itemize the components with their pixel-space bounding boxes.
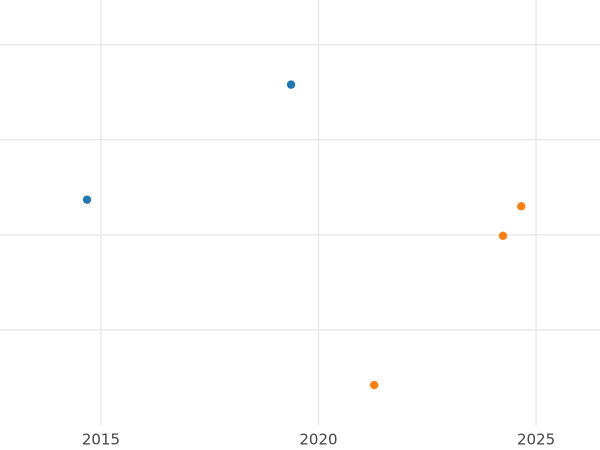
point: [369, 380, 379, 390]
x-tick-label: 2020: [299, 431, 337, 449]
point: [498, 231, 508, 240]
x-tick-label: 2015: [82, 431, 120, 449]
point: [517, 202, 526, 211]
point: [286, 80, 296, 89]
x-tick-label: 2025: [517, 431, 555, 449]
point: [82, 195, 92, 204]
